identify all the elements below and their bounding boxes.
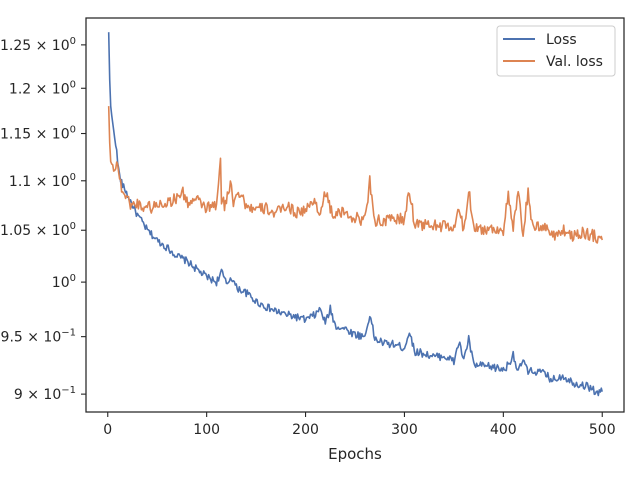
legend: Loss Val. loss — [496, 25, 616, 77]
series-line-loss — [107, 32, 603, 397]
series-layer — [107, 32, 603, 397]
legend-label-loss: Loss — [546, 32, 577, 48]
legend-label-val-loss: Val. loss — [546, 54, 603, 70]
y-tick-label: 1.2 × 100 — [9, 79, 76, 97]
y-tick-label: 9.5 × 10−1 — [1, 328, 76, 346]
x-axis-label: Epochs — [328, 445, 382, 463]
x-tick-label: 500 — [589, 422, 616, 438]
x-tick-label: 200 — [292, 422, 319, 438]
x-tick-label: 400 — [490, 422, 517, 438]
x-axis: 0 100 200 300 400 500 — [103, 412, 616, 438]
plot-frame — [85, 17, 625, 413]
x-tick-label: 300 — [391, 422, 418, 438]
y-tick-label: 1.1 × 100 — [9, 172, 76, 190]
series-line-val-loss — [107, 106, 603, 244]
x-tick-label: 0 — [103, 422, 112, 438]
y-axis: 9 × 10−1 9.5 × 10−1 100 1.05 × 100 1.1 × 100… — [0, 36, 86, 403]
y-tick-label: 1.15 × 100 — [0, 125, 76, 143]
y-tick-label: 1.25 × 100 — [0, 36, 76, 54]
y-tick-label: 9 × 10−1 — [14, 385, 76, 403]
x-tick-label: 100 — [193, 422, 220, 438]
y-tick-label: 1.05 × 100 — [0, 221, 76, 239]
y-tick-label: 100 — [52, 273, 76, 291]
